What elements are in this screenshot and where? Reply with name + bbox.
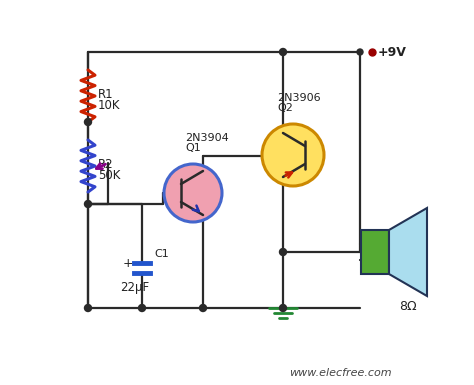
Text: +: + [123,256,133,270]
Text: Q2: Q2 [277,103,293,113]
Text: www.elecfree.com: www.elecfree.com [289,368,392,378]
Bar [361,230,389,274]
Circle shape [84,119,91,126]
Text: Q1: Q1 [185,143,201,153]
Circle shape [138,305,146,311]
Circle shape [280,305,286,311]
Text: 2N3906: 2N3906 [277,93,320,103]
Polygon shape [389,208,427,296]
Text: C1: C1 [154,249,169,259]
Circle shape [280,248,286,256]
Circle shape [357,49,363,55]
Circle shape [84,305,91,311]
Text: +9V: +9V [378,45,407,59]
Circle shape [84,201,91,208]
Text: R1: R1 [98,87,114,100]
Circle shape [262,124,324,186]
Text: 10K: 10K [98,99,120,112]
Circle shape [200,305,207,311]
Circle shape [164,164,222,222]
Text: 22μF: 22μF [120,281,149,295]
Text: 8Ω: 8Ω [399,300,417,313]
Text: 50K: 50K [98,169,120,181]
Circle shape [280,49,286,55]
Text: 2N3904: 2N3904 [185,133,229,143]
Text: R2: R2 [98,157,114,171]
